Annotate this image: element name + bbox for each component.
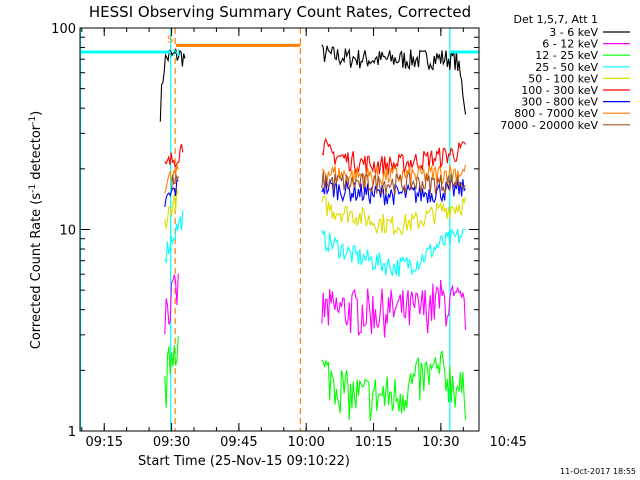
y-tick-label: 100 <box>51 22 76 37</box>
legend-entry-label: 50 - 100 keV <box>528 72 598 85</box>
series-line <box>321 195 467 237</box>
series-line <box>164 210 184 264</box>
x-axis-label: Start Time (25-Nov-15 09:10:22) <box>138 454 350 469</box>
series-line <box>164 164 179 194</box>
x-tick-label: 10:30 <box>422 435 459 450</box>
series-line <box>164 144 184 169</box>
x-tick-label: 09:15 <box>86 435 123 450</box>
status-bar-label: S <box>167 34 173 45</box>
series-line <box>164 273 179 335</box>
series-line <box>164 178 179 207</box>
series-line <box>321 44 467 115</box>
timestamp: 11-Oct-2017 18:55 <box>560 467 636 476</box>
legend-entry-label: 100 - 300 keV <box>521 84 598 97</box>
series-line <box>321 228 466 278</box>
legend-entry-label: 7000 - 20000 keV <box>500 119 598 132</box>
series-line <box>321 279 467 338</box>
x-tick-label: 10:00 <box>287 435 324 450</box>
legend-entry-label: 12 - 25 keV <box>535 49 598 62</box>
series-line <box>164 336 179 408</box>
legend-header: Det 1,5,7, Att 1 <box>514 13 598 26</box>
plot-data <box>80 28 479 431</box>
status-bar-label: N <box>173 48 180 59</box>
y-tick-label: 10 <box>59 224 76 239</box>
legend-entry-label: 3 - 6 keV <box>549 26 598 39</box>
legend-entry-label: 300 - 800 keV <box>521 96 598 109</box>
x-tick-label: 09:30 <box>153 435 190 450</box>
x-tick-label: 10:45 <box>489 435 526 450</box>
x-tick-label: 09:45 <box>220 435 257 450</box>
axes: 09:15 09:30 09:45 10:00 10:15 10:30 10:45 1 10 10… <box>51 22 527 450</box>
series-line <box>159 49 186 122</box>
series-line <box>321 179 466 206</box>
legend-entry-label: 6 - 12 keV <box>542 38 598 51</box>
series-line <box>321 137 466 176</box>
series-line <box>321 171 466 195</box>
chart-title: HESSI Observing Summary Count Rates, Cor… <box>89 3 471 21</box>
series-line <box>164 189 179 230</box>
series-line <box>171 174 179 191</box>
x-tick-label: 10:15 <box>355 435 392 450</box>
y-axis-label: Corrected Count Rate (s-1 detector-1) <box>28 111 44 349</box>
series-line <box>321 350 467 421</box>
legend-entry-label: 800 - 7000 keV <box>514 107 598 120</box>
y-tick-label: 1 <box>68 425 76 440</box>
legend-entry-label: 25 - 50 keV <box>535 61 598 74</box>
